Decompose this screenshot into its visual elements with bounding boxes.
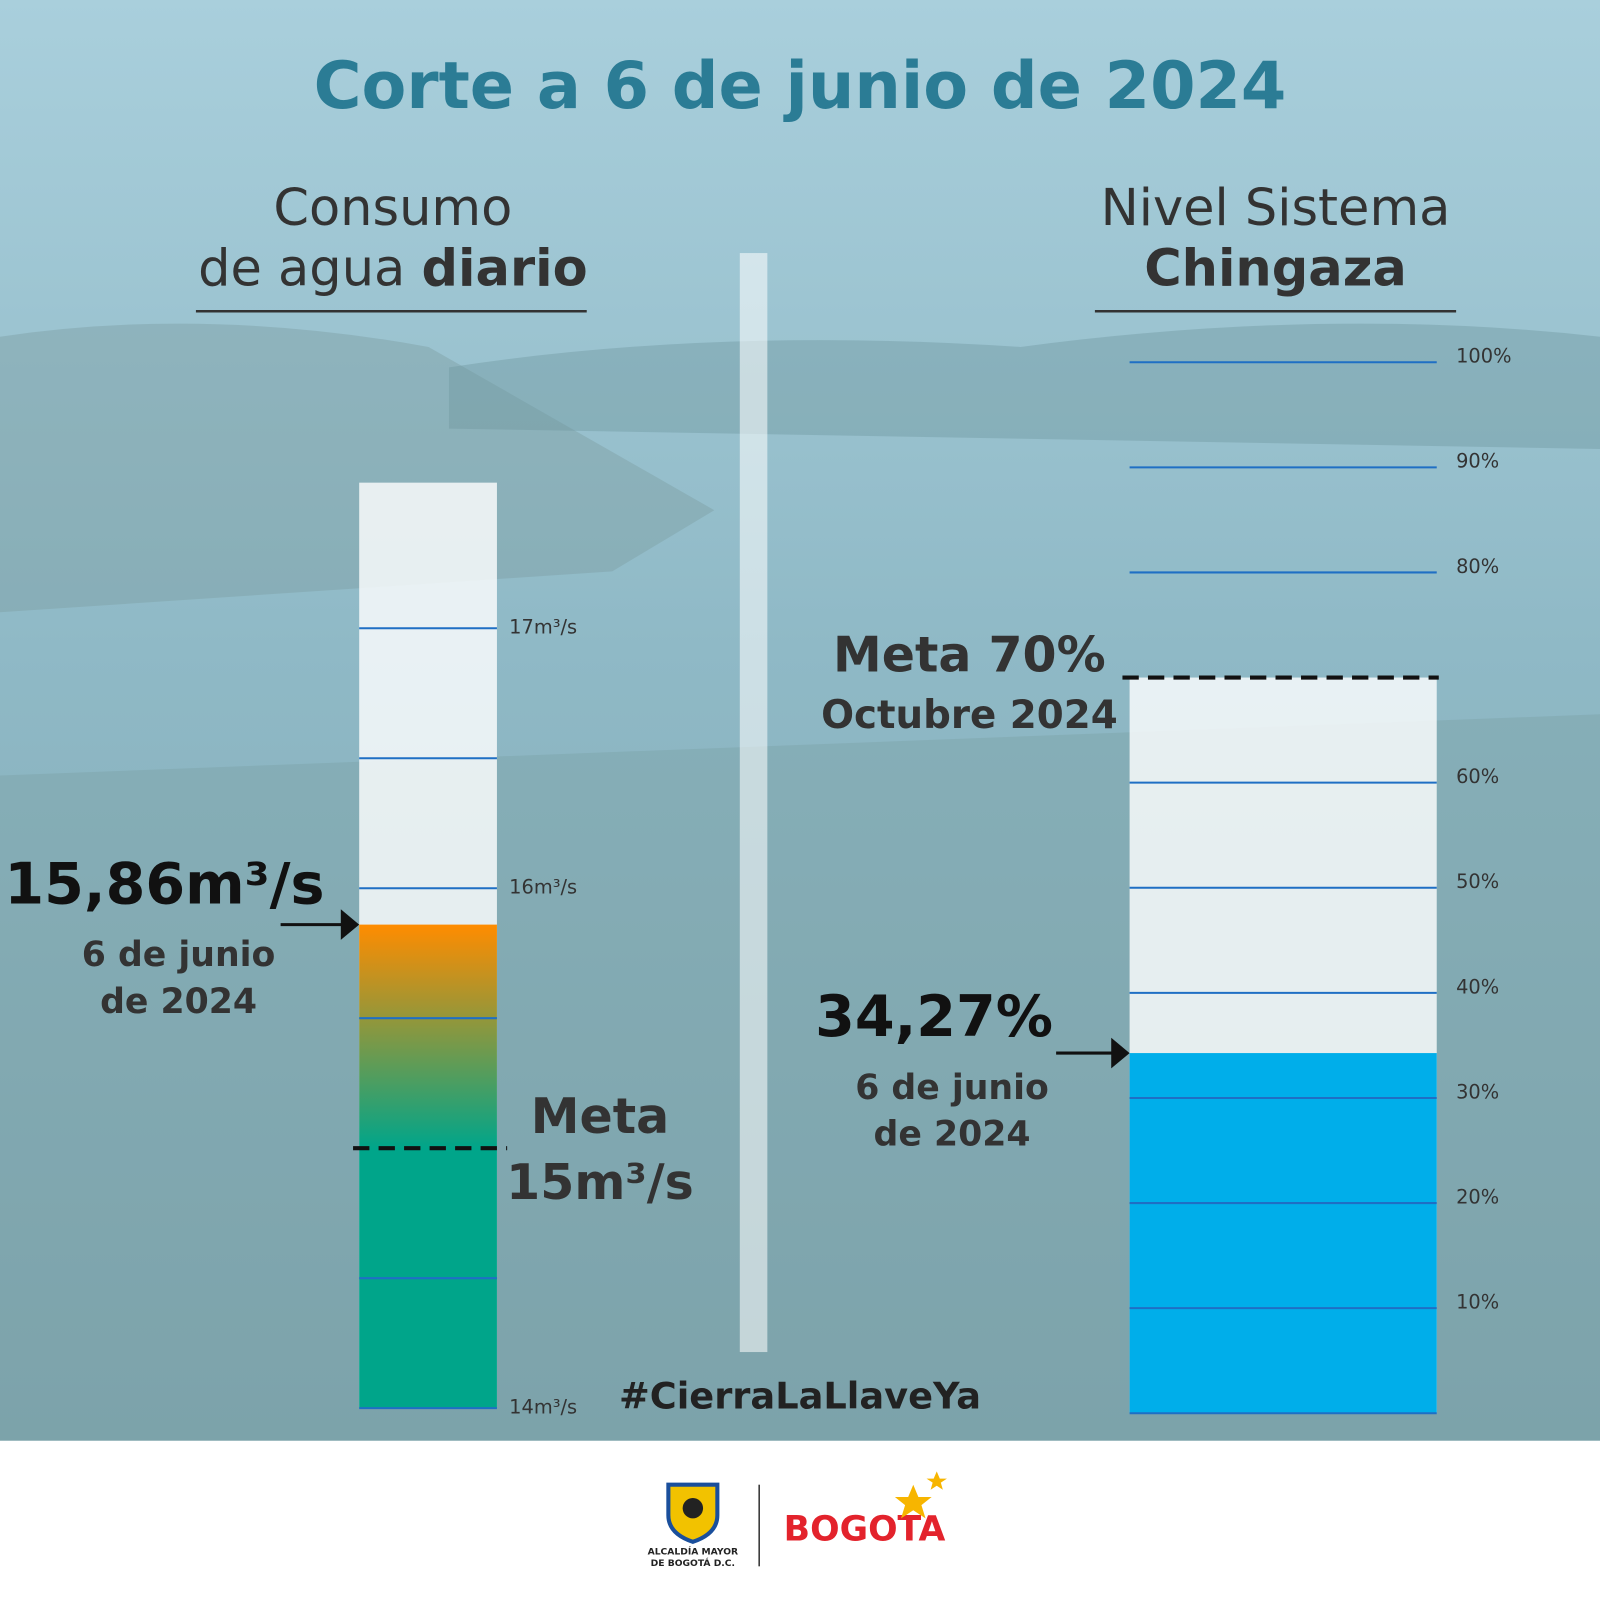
value-arrowhead xyxy=(340,909,360,940)
chart-title: Consumo xyxy=(273,179,512,238)
target-label: Meta 70% xyxy=(833,627,1106,684)
y-tick-label: 10% xyxy=(1456,1291,1499,1314)
seal-text: ALCALDÍA MAYOR xyxy=(648,1546,738,1558)
y-tick-label: 17m³/s xyxy=(509,616,577,639)
y-tick-label: 90% xyxy=(1456,450,1499,473)
y-tick-label: 14m³/s xyxy=(509,1396,577,1419)
y-tick-label: 30% xyxy=(1456,1080,1499,1103)
target-label: 15m³/s xyxy=(506,1154,694,1211)
chart-title-part: de agua xyxy=(198,239,405,298)
value-date: de 2024 xyxy=(874,1115,1031,1155)
value-label: 15,86m³/s xyxy=(4,851,324,917)
footer-band xyxy=(0,1440,1600,1600)
seal-logo: ALCALDÍA MAYOR DE BOGOTÁ D.C. xyxy=(648,1482,738,1569)
hashtag: #CierraLaLlaveYa xyxy=(619,1374,981,1417)
y-tick-label: 50% xyxy=(1456,870,1499,893)
value-arrowhead xyxy=(1111,1037,1130,1069)
gauge-fill xyxy=(1129,1053,1437,1414)
seal-eagle xyxy=(682,1497,704,1519)
brand-star xyxy=(894,1484,932,1519)
divider xyxy=(739,253,768,1353)
gauge-fill xyxy=(359,924,497,1409)
chart-title: de agua diario xyxy=(198,239,588,298)
y-tick-label: 60% xyxy=(1456,765,1499,788)
value-date: de 2024 xyxy=(100,982,257,1022)
chart-title: Chingaza xyxy=(1144,239,1407,298)
main-title: Corte a 6 de junio de 2024 xyxy=(314,48,1287,124)
bg-hill xyxy=(448,323,1600,449)
brand-star xyxy=(926,1471,947,1490)
target-label: Octubre 2024 xyxy=(821,693,1118,738)
y-tick-label: 16m³/s xyxy=(509,876,577,899)
brand: BOGOTA xyxy=(784,1510,946,1550)
y-tick-label: 80% xyxy=(1456,555,1499,578)
seal-text: DE BOGOTÁ D.C. xyxy=(651,1557,735,1569)
value-label: 34,27% xyxy=(815,984,1053,1050)
bg-hill xyxy=(0,323,715,613)
chart-title: Nivel Sistema xyxy=(1101,179,1451,238)
value-date: 6 de junio xyxy=(82,935,276,975)
target-label: Meta xyxy=(531,1088,669,1145)
y-tick-label: 40% xyxy=(1456,975,1499,998)
chart-title-bold: diario xyxy=(422,239,588,298)
y-tick-label: 100% xyxy=(1456,345,1511,368)
y-tick-label: 20% xyxy=(1456,1185,1499,1208)
value-date: 6 de junio xyxy=(855,1068,1049,1108)
